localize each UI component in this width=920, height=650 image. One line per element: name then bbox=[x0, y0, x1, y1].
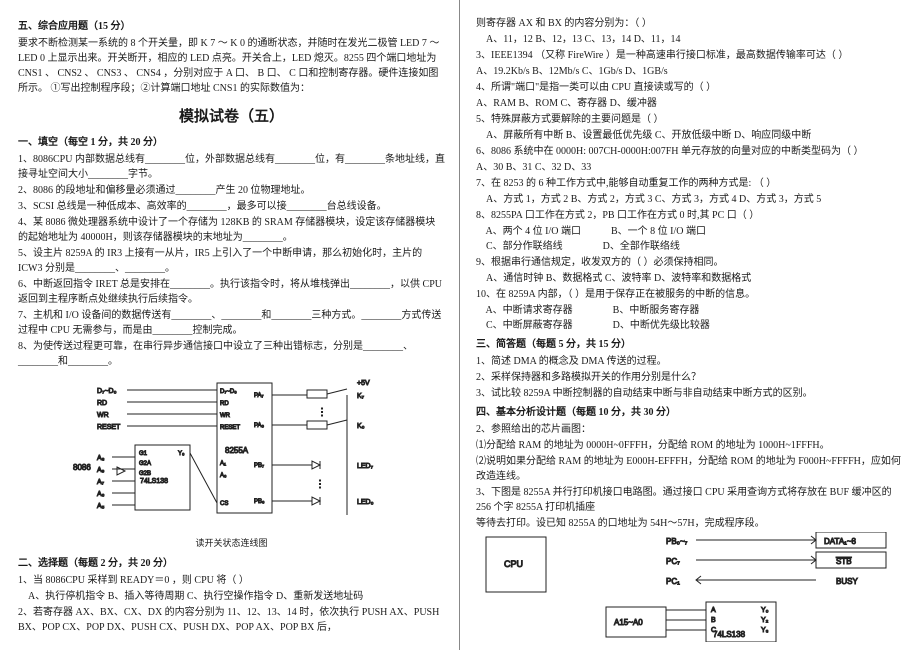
svg-text:Y₀: Y₀ bbox=[761, 607, 769, 614]
short-q1: 1、简述 DMA 的概念及 DMA 传送的过程。 bbox=[476, 354, 906, 369]
choice-q6: 6、8086 系统中在 0000H: 007CH-0000H:007FH 单元存… bbox=[476, 144, 906, 159]
page: 五、综合应用题（15 分） 要求不断检测某一系统的 8 个开关量，即 K 7 ～… bbox=[0, 0, 920, 650]
fill-q1: 1、8086CPU 内部数据总线有________位，外部数据总线有______… bbox=[18, 152, 445, 182]
choice-q1-opts: A、执行停机指令 B、插入等待周期 C、执行空操作指令 D、重新发送地址码 bbox=[18, 589, 445, 604]
svg-text:A15~A0: A15~A0 bbox=[614, 618, 643, 627]
svg-text:PC₇: PC₇ bbox=[666, 557, 680, 566]
svg-text:⋮: ⋮ bbox=[315, 479, 325, 490]
left-column: 五、综合应用题（15 分） 要求不断检测某一系统的 8 个开关量，即 K 7 ～… bbox=[0, 0, 460, 650]
fill-q8: 8、为使传送过程更可靠，在串行异步通信接口中设立了三种出错标志，分别是_____… bbox=[18, 339, 445, 369]
svg-text:G1: G1 bbox=[139, 451, 148, 457]
svg-text:Y₀: Y₀ bbox=[178, 451, 185, 457]
section5-title: 五、综合应用题（15 分） bbox=[18, 19, 445, 34]
choice-q2-cont: 则寄存器 AX 和 BX 的内容分别为：（ ） bbox=[476, 16, 906, 31]
fill-q7: 7、主机和 I/O 设备间的数据传送有________、________和___… bbox=[18, 308, 445, 338]
printer-diagram: CPU PB₀~₇ PC₇ PC₁ DATA₁~8 STB BUSY A15~A… bbox=[476, 532, 906, 647]
svg-text:A₅: A₅ bbox=[97, 503, 105, 510]
choice-title: 二、选择题（每题 2 分，共 20 分） bbox=[18, 556, 445, 571]
choice-q2-opts: A、11，12 B、12，13 C、13，14 D、11，14 bbox=[476, 32, 906, 47]
short-title: 三、简答题（每题 5 分，共 15 分） bbox=[476, 337, 906, 352]
choice-q6-opts: A、30 B、31 C、32 D、33 bbox=[476, 160, 906, 175]
svg-text:PB₀: PB₀ bbox=[254, 499, 265, 505]
svg-text:PC₁: PC₁ bbox=[666, 577, 680, 586]
svg-text:D₇~D₀: D₇~D₀ bbox=[97, 388, 117, 395]
diagram-caption: 读开关状态连线图 bbox=[18, 537, 445, 551]
choice-q4-opts: A、RAM B、ROM C、寄存器 D、缓冲器 bbox=[476, 96, 906, 111]
svg-text:PA₇: PA₇ bbox=[254, 393, 264, 399]
choice-q1: 1、当 8086CPU 采样到 READY＝0 ，则 CPU 将（ ） bbox=[18, 573, 445, 588]
right-column: 则寄存器 AX 和 BX 的内容分别为：（ ） A、11，12 B、12，13 … bbox=[460, 0, 920, 650]
choice-q5: 5、特殊屏蔽方式要解除的主要问题是（ ） bbox=[476, 112, 906, 127]
fill-q4: 4、某 8086 微处理器系统中设计了一个存储为 128KB 的 SRAM 存储… bbox=[18, 215, 445, 245]
svg-text:A₁: A₁ bbox=[220, 461, 226, 467]
svg-text:STB: STB bbox=[836, 557, 852, 566]
svg-text:A₉: A₉ bbox=[97, 467, 105, 474]
mock-paper-title: 模拟试卷（五） bbox=[18, 106, 445, 129]
choice-q9-opts: A、通信时钟 B、数据格式 C、波特率 D、波特率和数据格式 bbox=[476, 271, 906, 286]
design-q3: 3、下图是 8255A 并行打印机接口电路图。通过接口 CPU 采用查询方式将存… bbox=[476, 485, 906, 515]
svg-text:C: C bbox=[711, 627, 716, 634]
design-q3b: 等待去打印。设已知 8255A 的口地址为 54H～57H，完成程序段。 bbox=[476, 516, 906, 531]
fill-q5: 5、设主片 8259A 的 IR3 上接有一从片，IR5 上引入了一个中断申请，… bbox=[18, 246, 445, 276]
svg-text:BUSY: BUSY bbox=[836, 577, 858, 586]
fill-title: 一、填空（每空 1 分，共 20 分） bbox=[18, 135, 445, 150]
svg-text:K₇: K₇ bbox=[357, 393, 365, 400]
svg-text:G2B: G2B bbox=[139, 471, 151, 477]
design-q2: 2、参照给出的芯片画图： bbox=[476, 422, 906, 437]
choice-q7-opts: A、方式 1，方式 2 B、方式 2，方式 3 C、方式 3，方式 4 D、方式… bbox=[476, 192, 906, 207]
svg-text:RD: RD bbox=[220, 401, 229, 407]
svg-text:A₇: A₇ bbox=[97, 479, 105, 486]
svg-text:B: B bbox=[711, 617, 716, 624]
svg-text:K₀: K₀ bbox=[357, 423, 365, 430]
fill-q2: 2、8086 的段地址和偏移量必须通过________产生 20 位物理地址。 bbox=[18, 183, 445, 198]
svg-text:WR: WR bbox=[220, 413, 231, 419]
svg-text:8086: 8086 bbox=[73, 463, 91, 472]
svg-text:DATA₁~8: DATA₁~8 bbox=[824, 537, 857, 546]
choice-q5-opts: A、屏蔽所有中断 B、设置最低优先级 C、开放低级中断 D、响应同级中断 bbox=[476, 128, 906, 143]
circuit-diagram: 8086 D₇~D₀ RD WR RESET 74LS138 G1 G2A bbox=[67, 375, 397, 535]
svg-text:PB₀~₇: PB₀~₇ bbox=[666, 537, 688, 546]
svg-text:A: A bbox=[711, 607, 716, 614]
svg-text:CPU: CPU bbox=[504, 559, 523, 569]
choice-q3-opts: A、19.2Kb/s B、12Mb/s C、1Gb/s D、1GB/s bbox=[476, 64, 906, 79]
design-q2a: ⑴分配给 RAM 的地址为 0000H~0FFFH，分配给 ROM 的地址为 1… bbox=[476, 438, 906, 453]
choice-q4: 4、所谓"端口"是指一类可以由 CPU 直接读或写的（ ） bbox=[476, 80, 906, 95]
svg-text:RD: RD bbox=[97, 400, 107, 407]
svg-text:LED₀: LED₀ bbox=[357, 499, 374, 506]
svg-text:74LS138: 74LS138 bbox=[713, 630, 746, 639]
svg-text:PB₇: PB₇ bbox=[254, 463, 264, 469]
svg-text:74LS138: 74LS138 bbox=[140, 478, 168, 485]
svg-text:A₆: A₆ bbox=[97, 491, 105, 498]
choice-q8-opts: A、两个 4 位 I/O 端口 B、一个 8 位 I/O 端口 C、部分作联络线… bbox=[476, 224, 906, 254]
svg-text:WR: WR bbox=[97, 412, 109, 419]
svg-text:A₈: A₈ bbox=[97, 455, 105, 462]
svg-text:PA₀: PA₀ bbox=[254, 423, 265, 429]
fill-q6: 6、中断返回指令 IRET 总是安排在________。执行该指令时，将从堆栈弹… bbox=[18, 277, 445, 307]
short-q3: 3、试比较 8259A 中断控制器的自动结束中断与非自动结束中断方式的区别。 bbox=[476, 386, 906, 401]
choice-q3: 3、IEEE1394 （又称 FireWire ）是一种高速串行接口标准，最高数… bbox=[476, 48, 906, 63]
svg-text:Y₃: Y₃ bbox=[761, 627, 769, 634]
svg-text:A₀: A₀ bbox=[220, 473, 227, 479]
svg-text:RESET: RESET bbox=[97, 424, 121, 431]
short-q2: 2、采样保持器和多路模拟开关的作用分别是什么？ bbox=[476, 370, 906, 385]
svg-text:+5V: +5V bbox=[357, 380, 370, 387]
choice-q10-opts: A、中断请求寄存器 B、中断服务寄存器 C、中断屏蔽寄存器 D、中断优先级比较器 bbox=[476, 303, 906, 333]
choice-q2: 2、若寄存器 AX、BX、CX、DX 的内容分别为 11、12、13、14 时，… bbox=[18, 605, 445, 635]
design-title: 四、基本分析设计题（每题 10 分，共 30 分） bbox=[476, 405, 906, 420]
section5-body: 要求不断检测某一系统的 8 个开关量，即 K 7 ～ K 0 的通断状态，并随时… bbox=[18, 36, 445, 96]
svg-text:RESET: RESET bbox=[220, 425, 240, 431]
svg-text:LED₇: LED₇ bbox=[357, 463, 374, 470]
choice-q7: 7、在 8253 的 6 种工作方式中,能够自动重复工作的两种方式是: （ ） bbox=[476, 176, 906, 191]
design-q2b: ⑵说明如果分配给 RAM 的地址为 E000H-EFFFH，分配给 ROM 的地… bbox=[476, 454, 906, 484]
svg-text:D₇~D₀: D₇~D₀ bbox=[220, 389, 237, 395]
svg-text:8255A: 8255A bbox=[225, 446, 249, 455]
fill-q3: 3、SCSI 总线是一种低成本、高效率的________，最多可以接______… bbox=[18, 199, 445, 214]
svg-text:CS: CS bbox=[220, 501, 228, 507]
svg-text:G2A: G2A bbox=[139, 461, 151, 467]
choice-q9: 9、根据串行通信规定，收发双方的（ ）必须保持相同。 bbox=[476, 255, 906, 270]
svg-text:Y₂: Y₂ bbox=[761, 617, 769, 624]
choice-q10: 10、在 8259A 内部，（ ）是用于保存正在被服务的中断的信息。 bbox=[476, 287, 906, 302]
svg-text:⋮: ⋮ bbox=[317, 407, 327, 418]
choice-q8: 8、8255PA 口工作在方式 2，PB 口工作在方式 0 时,其 PC 口（ … bbox=[476, 208, 906, 223]
